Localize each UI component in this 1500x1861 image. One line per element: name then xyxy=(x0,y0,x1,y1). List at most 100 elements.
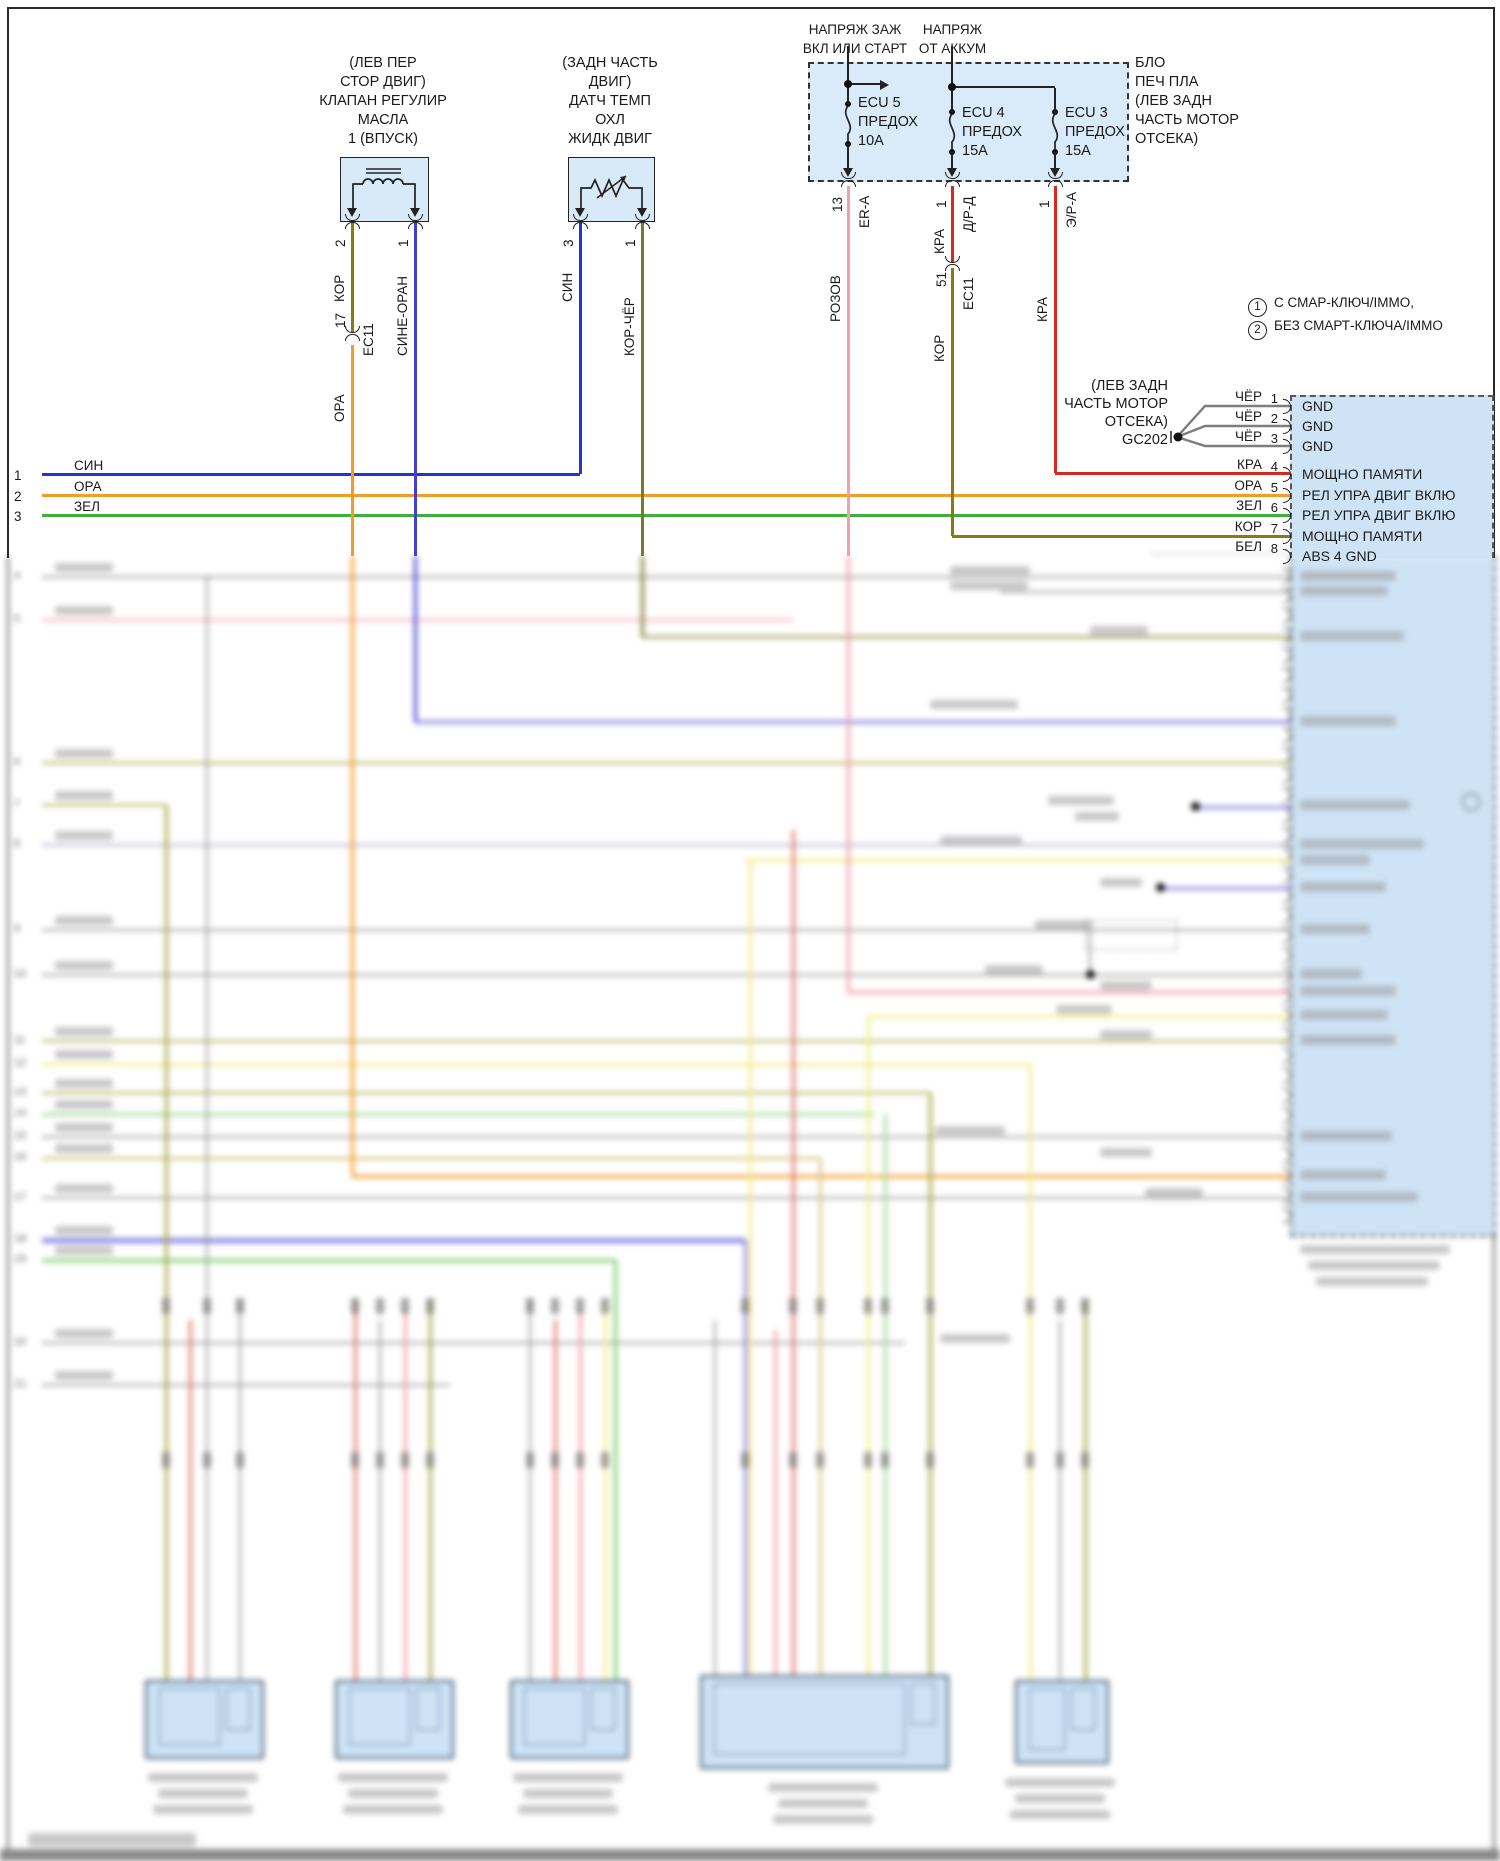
inline-connector-blob xyxy=(1081,1452,1089,1468)
wire-vertical xyxy=(928,1093,932,1680)
fuse-ecu5-label: ECU 5 ПРЕДОХ 10А xyxy=(858,95,918,149)
label-blob xyxy=(940,1334,1010,1343)
wire-vertical xyxy=(951,152,953,172)
wire-label-vertical: СИН xyxy=(560,272,575,302)
label-blob xyxy=(55,606,113,615)
fuse-ecu3-icon xyxy=(1051,109,1059,155)
wire-horizontal xyxy=(1160,886,1290,890)
inline-connector-blob xyxy=(376,1298,384,1314)
wire-horizontal xyxy=(42,928,1290,932)
label-blob xyxy=(1048,796,1114,805)
label-blob xyxy=(1056,1005,1112,1014)
wire-horizontal xyxy=(745,858,1290,862)
wire-vertical xyxy=(164,805,168,1680)
wire-horizontal xyxy=(1150,552,1290,556)
wire-horizontal xyxy=(42,575,1290,579)
wire-horizontal xyxy=(42,1237,745,1243)
wire-label-vertical: 1 xyxy=(396,239,411,247)
bus-wire-label: ОРА xyxy=(74,479,102,494)
label-blob xyxy=(55,1100,113,1109)
text-line: НАПРЯЖ xyxy=(922,22,983,37)
row-number: 12 xyxy=(14,1057,27,1069)
ecu-pin-number: 8 xyxy=(1270,541,1278,556)
bottom-component-box xyxy=(335,1680,454,1759)
label-blob xyxy=(1300,839,1424,849)
ground-gc202-label: (ЛЕВ ЗАДН ЧАСТЬ МОТОР ОТСЕКА) GC202 xyxy=(1040,377,1168,449)
caption-blob xyxy=(1010,1810,1110,1819)
wire-horizontal xyxy=(1195,805,1290,809)
wire-label-vertical: Э/Р-А xyxy=(1064,192,1079,228)
ecu-pin-number: 1 xyxy=(1270,391,1278,406)
label-blob xyxy=(1300,586,1388,596)
solenoid-icon xyxy=(352,168,416,210)
ground-splice-icon xyxy=(1170,404,1290,448)
wire-vertical xyxy=(950,268,954,536)
bottom-component-box xyxy=(700,1675,949,1769)
label-blob xyxy=(1300,716,1396,726)
component-inner-outline xyxy=(416,1688,440,1730)
wire-vertical xyxy=(428,1300,432,1680)
wire-vertical xyxy=(578,1310,582,1680)
wire-horizontal xyxy=(42,1112,875,1116)
label-blob xyxy=(1316,1277,1428,1286)
connector-pair-icon xyxy=(635,222,650,229)
inline-connector-blob xyxy=(601,1452,609,1468)
inline-connector-blob xyxy=(526,1452,534,1468)
wire-label-vertical: 1 xyxy=(934,200,949,208)
label-blob xyxy=(1300,1035,1396,1045)
row-number: 15 xyxy=(14,1130,27,1142)
bottom-component-box xyxy=(510,1680,629,1759)
wire-label-vertical: 13 xyxy=(830,196,845,212)
label-blob xyxy=(55,1226,113,1235)
wire-vertical xyxy=(350,222,354,332)
connector-pair-icon xyxy=(841,180,856,187)
wire-vertical xyxy=(713,1320,717,1680)
wire-label-vertical: КРА xyxy=(1035,297,1050,322)
caption-blob xyxy=(777,1799,868,1808)
ecu-pin-number: 3 xyxy=(1270,431,1278,446)
caption-blob xyxy=(342,1805,443,1814)
wire-vertical xyxy=(413,556,417,722)
legend-item-2: 2 БЕЗ СМАРТ-КЛЮЧА/IMMO xyxy=(1248,318,1443,340)
wire-horizontal xyxy=(42,1039,1290,1043)
text-line: ЧАСТЬ МОТОР xyxy=(1064,396,1168,412)
inline-connector-blob xyxy=(1056,1298,1064,1314)
caption-blob xyxy=(772,1815,873,1824)
text-line: (ЗАДН ЧАСТЬ xyxy=(562,55,658,71)
component-inner-outline xyxy=(911,1683,935,1725)
fuse-ecu5-icon xyxy=(844,101,852,147)
row-number: 13 xyxy=(14,1086,27,1098)
wire-horizontal xyxy=(868,1014,1290,1018)
label-blob xyxy=(55,961,113,970)
inline-connector-blob xyxy=(864,1452,872,1468)
wire-vertical xyxy=(773,1330,777,1680)
label-blob xyxy=(55,1246,113,1255)
fuse-box xyxy=(808,62,1129,182)
text-line: ПЕЧ ПЛА xyxy=(1135,74,1199,90)
wire-horizontal xyxy=(42,1341,905,1345)
text-line: 1 (ВПУСК) xyxy=(348,131,418,147)
wire-vertical xyxy=(847,46,849,104)
label-blob xyxy=(950,581,1028,590)
ecu-pin-number: 7 xyxy=(1270,521,1278,536)
row-number: 7 xyxy=(14,798,21,810)
connector-pair-icon xyxy=(408,222,423,229)
circled-1-icon: 1 xyxy=(1248,298,1267,317)
label-blob xyxy=(985,965,1043,974)
text-line: (ЛЕВ ЗАДН xyxy=(1091,378,1168,394)
label-blob xyxy=(930,700,1018,709)
wire-horizontal xyxy=(42,472,580,476)
wire-horizontal xyxy=(42,493,1290,497)
wire-vertical xyxy=(603,1300,607,1680)
row-number: 21 xyxy=(14,1378,27,1390)
fuse-box-name: БЛО ПЕЧ ПЛА (ЛЕВ ЗАДН ЧАСТЬ МОТОР ОТСЕКА) xyxy=(1135,54,1295,149)
label-blob xyxy=(55,1144,113,1153)
inline-connector-blob xyxy=(551,1298,559,1314)
junction-dot xyxy=(948,83,956,91)
inline-connector-blob xyxy=(1026,1452,1034,1468)
caption-blob xyxy=(767,1783,878,1792)
text-line: ОТСЕКА) xyxy=(1104,414,1168,430)
